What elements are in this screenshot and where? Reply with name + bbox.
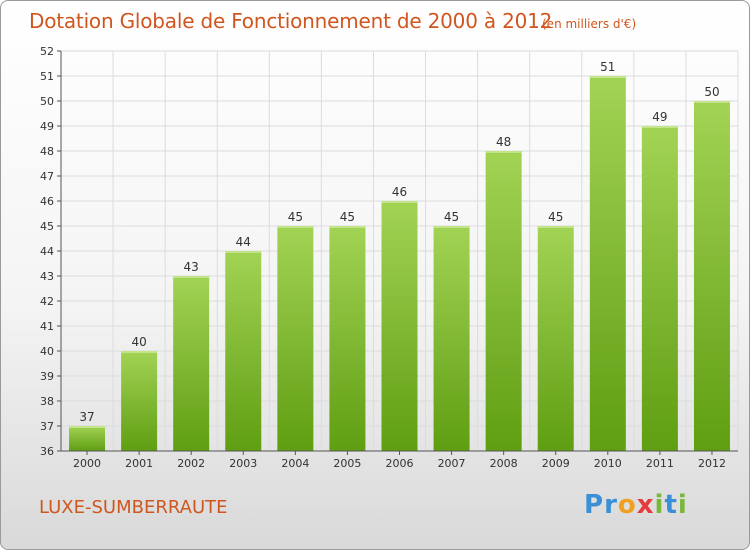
logo-letter: i [677, 490, 688, 520]
bar [433, 226, 470, 451]
commune-name: LUXE-SUMBERRAUTE [39, 497, 228, 518]
bar [485, 151, 522, 451]
y-tick-label: 39 [40, 370, 54, 383]
y-tick-label: 51 [40, 70, 54, 83]
bar-highlight [433, 226, 470, 228]
logo-letter: x [636, 490, 655, 520]
x-tick-label: 2003 [229, 457, 257, 470]
data-label: 49 [652, 110, 667, 124]
y-tick-label: 36 [40, 445, 54, 458]
bar [277, 226, 314, 451]
data-label: 44 [236, 235, 251, 249]
data-label: 48 [496, 135, 511, 149]
x-tick-label: 2009 [542, 457, 570, 470]
x-tick-label: 2011 [646, 457, 674, 470]
bar-highlight [173, 276, 210, 278]
y-tick-label: 40 [40, 345, 54, 358]
y-tick-label: 47 [40, 170, 54, 183]
data-label: 43 [184, 260, 199, 274]
logo-letter: o [617, 490, 637, 520]
bar-highlight [381, 201, 418, 203]
y-tick-label: 38 [40, 395, 54, 408]
y-tick-label: 46 [40, 195, 54, 208]
x-tick-label: 2008 [490, 457, 518, 470]
logo-letter: P [584, 490, 605, 520]
data-label: 40 [131, 335, 146, 349]
data-label: 45 [444, 210, 459, 224]
y-tick-label: 42 [40, 295, 54, 308]
x-tick-label: 2010 [594, 457, 622, 470]
bar [69, 426, 106, 451]
data-label: 45 [340, 210, 355, 224]
bar-highlight [589, 76, 626, 78]
bar [329, 226, 366, 451]
bar-highlight [69, 426, 106, 428]
bar-highlight [693, 101, 730, 103]
data-label: 46 [392, 185, 407, 199]
bar [693, 101, 730, 451]
y-tick-label: 45 [40, 220, 54, 233]
data-label: 45 [288, 210, 303, 224]
bar-highlight [225, 251, 262, 253]
data-label: 50 [704, 85, 719, 99]
y-tick-label: 41 [40, 320, 54, 333]
y-tick-label: 49 [40, 120, 54, 133]
bar [641, 126, 678, 451]
x-tick-label: 2012 [698, 457, 726, 470]
x-tick-label: 2007 [438, 457, 466, 470]
x-tick-label: 2002 [177, 457, 205, 470]
bar-highlight [277, 226, 314, 228]
y-tick-label: 43 [40, 270, 54, 283]
bar [537, 226, 574, 451]
bar [381, 201, 418, 451]
bars: 37 40 43 44 45 45 46 45 48 45 51 49 50 [69, 60, 730, 451]
chart-title: Dotation Globale de Fonctionnement de 20… [29, 9, 553, 33]
y-tick-label: 50 [40, 95, 54, 108]
x-tick-label: 2000 [73, 457, 101, 470]
bar [173, 276, 210, 451]
y-tick-label: 52 [40, 45, 54, 58]
y-tick-label: 37 [40, 420, 54, 433]
axes: 36 37 38 39 40 41 42 43 44 45 46 47 48 49 50 51 52 2000 20… [40, 45, 738, 470]
data-label: 37 [79, 410, 94, 424]
bar-highlight [121, 351, 158, 353]
bar [121, 351, 158, 451]
logo-letter: r [604, 490, 618, 520]
data-label: 45 [548, 210, 563, 224]
x-tick-label: 2006 [386, 457, 414, 470]
unit-note: (en milliers d'€) [542, 17, 637, 31]
y-tick-label: 48 [40, 145, 54, 158]
bar [225, 251, 262, 451]
bar-highlight [485, 151, 522, 153]
logo-letter: t [664, 490, 678, 520]
bar-highlight [641, 126, 678, 128]
bar [589, 76, 626, 451]
x-tick-label: 2004 [281, 457, 309, 470]
logo-letter: i [654, 490, 665, 520]
x-tick-label: 2005 [333, 457, 361, 470]
bar-highlight [537, 226, 574, 228]
x-tick-label: 2001 [125, 457, 153, 470]
proxiti-logo[interactable]: Proxiti [584, 490, 688, 520]
y-tick-label: 44 [40, 245, 54, 258]
bar-highlight [329, 226, 366, 228]
data-label: 51 [600, 60, 615, 74]
